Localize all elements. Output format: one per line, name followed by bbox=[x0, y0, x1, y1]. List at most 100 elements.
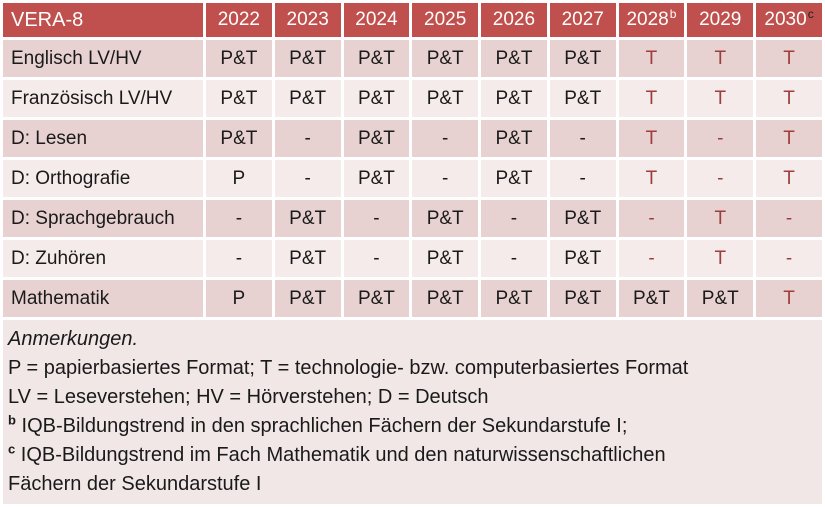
table-cell: T bbox=[687, 240, 754, 277]
table-cell: - bbox=[274, 120, 341, 157]
footnote-c: c IQB-Bildungstrend im Fach Mathematik u… bbox=[8, 441, 816, 499]
table-cell: P&T bbox=[412, 240, 479, 277]
table-cell: T bbox=[756, 80, 822, 117]
table-cell: P&T bbox=[549, 80, 616, 117]
table-cell: - bbox=[687, 120, 754, 157]
table-cell: - bbox=[481, 240, 547, 277]
year-label: 2025 bbox=[424, 9, 467, 30]
table-row: D: Sprachgebrauch - P&T - P&T - P&T - T - bbox=[3, 200, 822, 237]
table-cell: P&T bbox=[481, 280, 547, 317]
table-cell: P&T bbox=[206, 40, 272, 77]
table-cell: - bbox=[206, 240, 272, 277]
year-label: 2022 bbox=[217, 9, 261, 30]
table-cell: T bbox=[687, 200, 754, 237]
table-cell: P&T bbox=[274, 80, 341, 117]
footnote-b: b IQB-Bildungstrend in den sprachlichen … bbox=[8, 412, 816, 441]
table-cell: P&T bbox=[481, 120, 547, 157]
table-cell: T bbox=[687, 40, 754, 77]
column-header-2026: 2026 bbox=[481, 3, 547, 37]
table-cell: T bbox=[618, 40, 685, 77]
table-cell: P&T bbox=[206, 120, 272, 157]
column-header-2029: 2029 bbox=[687, 3, 754, 37]
table-cell: - bbox=[412, 120, 479, 157]
table-cell: P&T bbox=[206, 80, 272, 117]
row-label: Französisch LV/HV bbox=[3, 80, 203, 117]
table-cell: P&T bbox=[549, 240, 616, 277]
table-cell: P&T bbox=[481, 80, 547, 117]
table-cell: P&T bbox=[481, 40, 547, 77]
year-label: 2027 bbox=[561, 9, 604, 30]
table-cell: - bbox=[549, 120, 616, 157]
table-cell: - bbox=[481, 200, 547, 237]
table-cell: P&T bbox=[343, 280, 410, 317]
table-cell: T bbox=[756, 280, 822, 317]
column-header-2030: 2030c bbox=[756, 3, 822, 37]
legend-abbreviations: LV = Leseverstehen; HV = Hörverstehen; D… bbox=[8, 386, 489, 408]
table-cell: - bbox=[343, 200, 410, 237]
table-row: D: Orthografie P - P&T - P&T - T - T bbox=[3, 160, 822, 197]
table-cell: P&T bbox=[343, 120, 410, 157]
table-cell: - bbox=[206, 200, 272, 237]
table-cell: P&T bbox=[274, 280, 341, 317]
table-cell: P&T bbox=[274, 200, 341, 237]
table-cell: P&T bbox=[549, 200, 616, 237]
table-title: VERA-8 bbox=[3, 3, 203, 37]
table-cell: P&T bbox=[274, 240, 341, 277]
table-cell: P bbox=[206, 280, 272, 317]
footnote-b-text: IQB-Bildungstrend in den sprachlichen Fä… bbox=[21, 415, 628, 437]
table-cell: P&T bbox=[687, 280, 754, 317]
table-cell: T bbox=[756, 160, 822, 197]
footnote-marker-b-icon: b bbox=[669, 6, 677, 21]
table-cell: P&T bbox=[618, 280, 685, 317]
table-cell: T bbox=[618, 80, 685, 117]
footnote-c-marker: c bbox=[8, 441, 16, 457]
table-cell: P&T bbox=[343, 40, 410, 77]
row-label: D: Zuhören bbox=[3, 240, 203, 277]
year-label: 2029 bbox=[699, 9, 742, 30]
table-cell: P&T bbox=[412, 40, 479, 77]
table-cell: P bbox=[206, 160, 272, 197]
table-header-row: VERA-8 2022 2023 2024 2025 2026 2027 2028b 2029… bbox=[3, 3, 822, 37]
table-cell: T bbox=[618, 120, 685, 157]
row-label: D: Orthografie bbox=[3, 160, 203, 197]
footnote-c-text-line2: Fächern der Sekundarstufe I bbox=[8, 473, 262, 495]
legend-format: P = papierbasiertes Format; T = technolo… bbox=[8, 357, 689, 379]
column-header-2024: 2024 bbox=[343, 3, 410, 37]
table-cell: - bbox=[274, 160, 341, 197]
footnote-c-text: IQB-Bildungstrend im Fach Mathematik und… bbox=[20, 444, 666, 466]
row-label: D: Sprachgebrauch bbox=[3, 200, 203, 237]
table-row: Englisch LV/HV P&T P&T P&T P&T P&T P&T T T T bbox=[3, 40, 822, 77]
table-cell: - bbox=[756, 240, 822, 277]
table-cell: P&T bbox=[343, 80, 410, 117]
table-row: Französisch LV/HV P&T P&T P&T P&T P&T P&T T T T bbox=[3, 80, 822, 117]
table-cell: T bbox=[756, 40, 822, 77]
table-cell: T bbox=[756, 120, 822, 157]
notes-heading: Anmerkungen. bbox=[8, 328, 139, 350]
table-cell: - bbox=[756, 200, 822, 237]
column-header-2025: 2025 bbox=[412, 3, 479, 37]
row-label: D: Lesen bbox=[3, 120, 203, 157]
table-cell: P&T bbox=[549, 40, 616, 77]
table-cell: T bbox=[618, 160, 685, 197]
table-cell: P&T bbox=[549, 280, 616, 317]
year-label: 2023 bbox=[286, 9, 329, 30]
vera8-table: VERA-8 2022 2023 2024 2025 2026 2027 2028b 2029… bbox=[3, 3, 822, 317]
year-label: 2024 bbox=[355, 9, 398, 30]
table-cell: P&T bbox=[274, 40, 341, 77]
table-cell: - bbox=[618, 240, 685, 277]
row-label: Englisch LV/HV bbox=[3, 40, 203, 77]
row-label: Mathematik bbox=[3, 280, 203, 317]
table-row: D: Lesen P&T - P&T - P&T - T - T bbox=[3, 120, 822, 157]
table-cell: - bbox=[549, 160, 616, 197]
column-header-2027: 2027 bbox=[549, 3, 616, 37]
column-header-2023: 2023 bbox=[274, 3, 341, 37]
table-cell: - bbox=[343, 240, 410, 277]
table-cell: P&T bbox=[412, 280, 479, 317]
year-label: 2028 bbox=[626, 9, 669, 30]
footnote-marker-c-icon: c bbox=[807, 6, 814, 21]
table-cell: - bbox=[687, 160, 754, 197]
table-cell: - bbox=[618, 200, 685, 237]
notes-section: Anmerkungen. P = papierbasiertes Format;… bbox=[3, 320, 822, 504]
table-cell: P&T bbox=[412, 200, 479, 237]
